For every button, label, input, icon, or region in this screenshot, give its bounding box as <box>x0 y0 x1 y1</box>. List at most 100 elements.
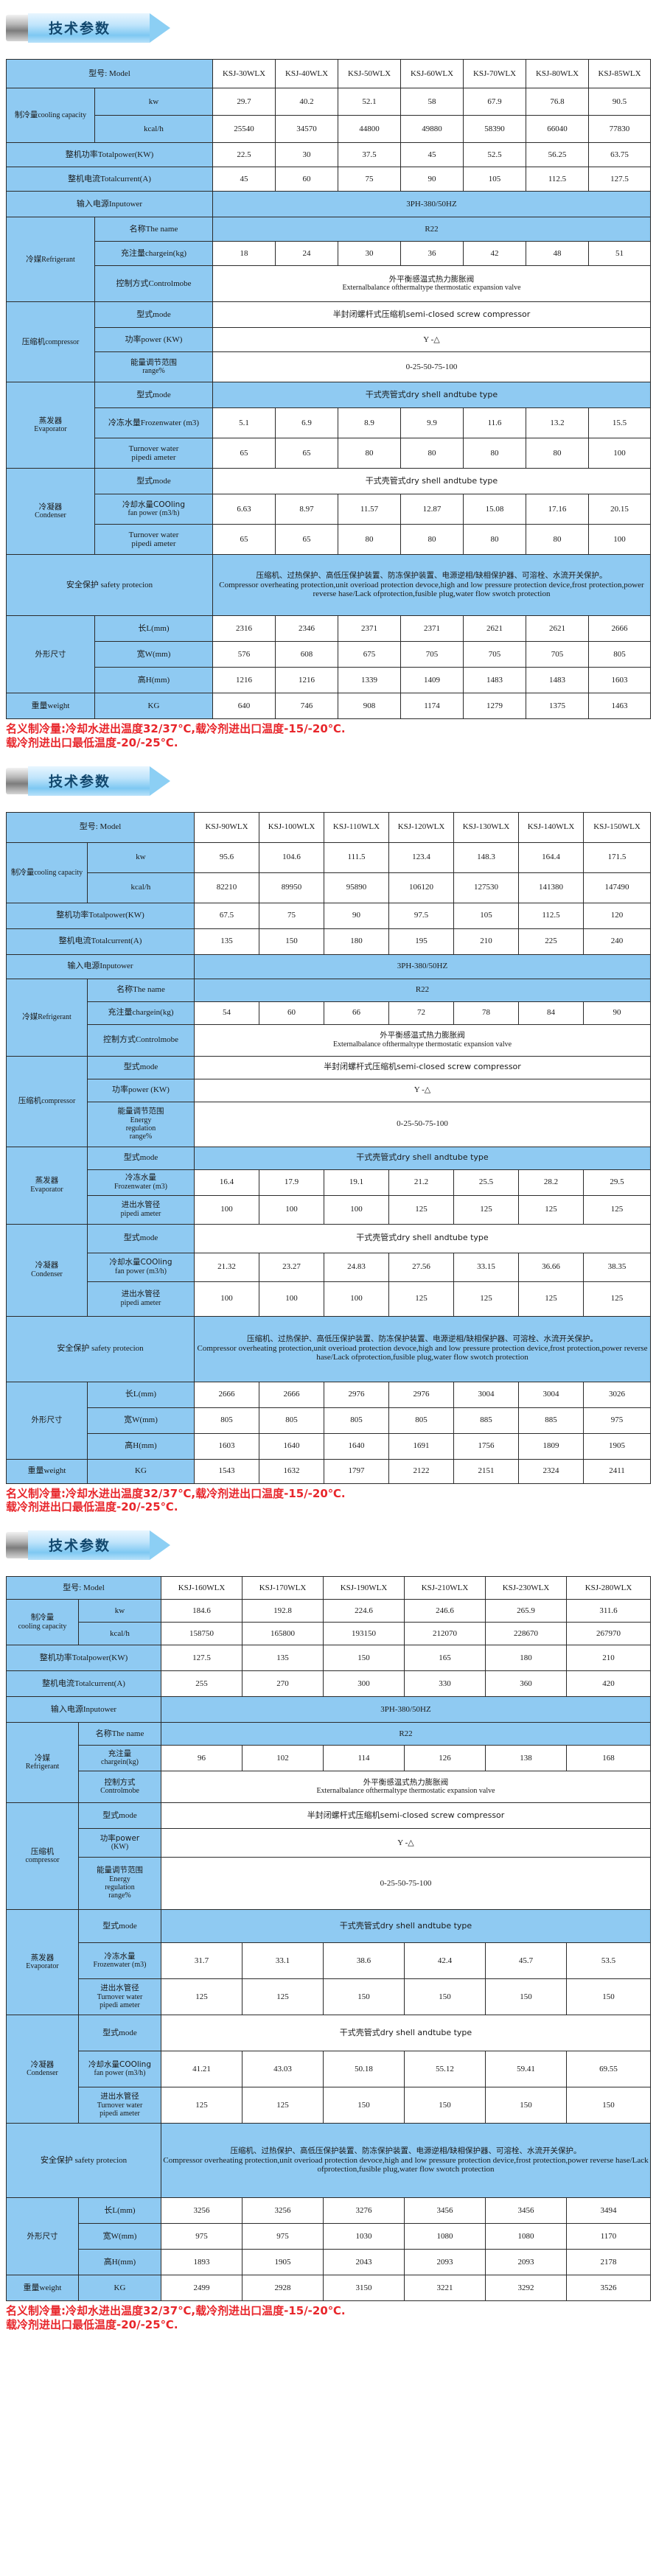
energy-range-cn: 能量调节范围 <box>117 1106 164 1116</box>
value-cell: 123.4 <box>388 841 454 873</box>
row-label-type-mode: 型式mode <box>94 301 213 328</box>
frozen-water-cn: 冷冻水量 <box>104 1951 136 1961</box>
value-cell: 975 <box>583 1407 651 1434</box>
table-row-model: 型号: Model KSJ-30WLX KSJ-40WLX KSJ-50WLX … <box>6 59 651 88</box>
row-label-compressor: 压缩机 compressor <box>6 1802 79 1910</box>
value-cell: 80 <box>338 438 401 469</box>
value-cell: 240 <box>583 928 651 955</box>
value-cell: 164.4 <box>518 841 584 873</box>
pipe-diameter-en1: Turnover water <box>97 2101 143 2110</box>
condenser-en: Condenser <box>27 2069 58 2078</box>
value-cell: 8.97 <box>275 494 338 525</box>
value-cell: 255 <box>161 1670 242 1697</box>
cooling-capacity-cn: 制冷量 <box>10 867 35 877</box>
table-row-frozen-water: 冷冻水量 Frozenwater (m3) 31.7 33.1 38.6 42.… <box>7 1942 651 1979</box>
value-cell: 53.5 <box>566 1942 651 1979</box>
value-cell: 11.57 <box>338 494 401 525</box>
model-cell: KSJ-170WLX <box>242 1576 324 1600</box>
frozen-water-cn: 冷冻水量 <box>125 1173 156 1183</box>
compressor-power-value: Y -△ <box>194 1078 651 1102</box>
value-cell: 52.1 <box>338 88 401 116</box>
value-cell: 45 <box>212 167 276 192</box>
condenser-en: Condenser <box>31 1270 63 1278</box>
value-cell: 25540 <box>212 115 276 143</box>
value-cell: 2371 <box>338 615 401 642</box>
value-cell: 38.35 <box>583 1252 651 1282</box>
table-row-compressor-type: 压缩机compressor 型式mode 半封闭螺杆式压缩机semi-close… <box>6 1055 651 1147</box>
value-cell: 885 <box>518 1407 584 1434</box>
value-cell: 100 <box>588 524 651 555</box>
value-cell: 100 <box>194 1281 259 1317</box>
table-row-frozen-water: 冷冻水量Frozenwater (m3) 5.1 6.9 8.9 9.9 11.… <box>7 407 651 438</box>
value-cell: 20.15 <box>588 494 651 525</box>
energy-range-en1: Energy <box>109 1875 130 1884</box>
value-cell: 114 <box>323 1745 405 1771</box>
row-label-power: 功率power (KW) <box>78 1828 161 1858</box>
row-label-evaporator: 蒸发器 Evaporator <box>6 1909 79 2015</box>
value-cell: 3494 <box>566 2197 651 2224</box>
table-row-condenser-type: 冷凝器 Condenser 型式mode 干式壳管式dry shell andt… <box>6 1223 651 1317</box>
value-cell: 1543 <box>194 1458 259 1484</box>
banner-graphic: 技术参数 <box>6 13 190 43</box>
value-cell: 311.6 <box>566 1599 651 1623</box>
row-label-type-mode: 型式mode <box>87 1223 195 1253</box>
value-cell: 1030 <box>323 2223 405 2250</box>
energy-range-cn: 能量调节范围 <box>130 357 177 367</box>
value-cell: 125 <box>518 1194 584 1225</box>
banner-graphic: 技术参数 <box>6 1530 190 1560</box>
table-row-total-power: 整机功率Totalpower(KW) 22.5 30 37.5 45 52.5 … <box>6 142 651 167</box>
table-row-kcal: kcal/h 158750 165800 193150 212070 22867… <box>7 1622 651 1645</box>
table-row-safety: 安全保护 safety protecion 压缩机、过热保护、高低压保护装置、防… <box>6 2123 651 2198</box>
row-label-charge: 充注量 chargein(kg) <box>78 1745 161 1771</box>
value-cell: 675 <box>338 641 401 668</box>
value-cell: 25.5 <box>453 1169 519 1196</box>
footnote-line-2: 载冷剂进出口最低温度-20/-25℃. <box>6 735 178 749</box>
table-row-weight: 重量weight KG 2499 2928 3150 3221 3292 352… <box>6 2275 651 2301</box>
value-cell: 184.6 <box>161 1599 242 1623</box>
row-label-width: 宽W(mm) <box>78 2223 161 2250</box>
value-cell: 2928 <box>242 2275 324 2301</box>
row-label-kcal: kcal/h <box>78 1622 161 1645</box>
refrigerant-en: Refrigerant <box>41 255 75 264</box>
safety-value-en: Compressor overheating protection,unit o… <box>163 2155 649 2174</box>
section-banner-3: 技术参数 <box>0 1525 656 1570</box>
condenser-en: Condenser <box>35 511 66 520</box>
table-row-model: 型号: Model KSJ-160WLX KSJ-170WLX KSJ-190W… <box>6 1576 651 1600</box>
pipe-diameter-cn: 进出水管径 <box>100 1983 139 1992</box>
value-cell: 300 <box>323 1670 405 1697</box>
value-cell: 90.5 <box>588 88 651 116</box>
value-cell: 8.9 <box>338 407 401 438</box>
cooling-capacity-cn: 制冷量 <box>14 111 38 120</box>
value-cell: 125 <box>161 2087 242 2124</box>
row-label-safety: 安全保护 safety protecion <box>6 2123 161 2198</box>
row-label-cooling-capacity: 制冷量 cooling capacity <box>6 1599 79 1645</box>
value-cell: 65 <box>212 438 276 469</box>
row-label-type-mode: 型式mode <box>94 468 213 494</box>
value-cell: 45.7 <box>485 1942 567 1979</box>
model-cell: KSJ-50WLX <box>338 59 401 88</box>
row-label-refrigerant: 冷媒Refrigerant <box>6 978 88 1057</box>
table-row-safety: 安全保护 safety protecion 压缩机、过热保护、高低压保护装置、防… <box>6 1315 651 1382</box>
value-cell: 36 <box>400 241 464 266</box>
table-row-condenser-type: 冷凝器 Condenser 型式mode 干式壳管式dry shell andt… <box>6 2015 651 2124</box>
value-cell: 97.5 <box>388 902 454 929</box>
refrigerant-en: Refrigerant <box>25 1763 60 1771</box>
value-cell: 2621 <box>526 615 589 642</box>
value-cell: 805 <box>388 1407 454 1434</box>
control-mode-cn: 控制方式 <box>104 1777 136 1787</box>
value-cell: 125 <box>583 1281 651 1317</box>
dimensions-label: 外形尺寸 <box>27 2231 58 2241</box>
value-cell: 77830 <box>588 115 651 143</box>
value-cell: 127.5 <box>588 167 651 192</box>
evaporator-type-value: 干式壳管式dry shell andtube type <box>161 1909 651 1943</box>
value-cell: 246.6 <box>404 1599 486 1623</box>
value-cell: 1174 <box>400 693 464 719</box>
row-label-kcal: kcal/h <box>87 872 195 903</box>
value-cell: 50.18 <box>323 2051 405 2087</box>
value-cell: 180 <box>324 928 389 955</box>
value-cell: 66040 <box>526 115 589 143</box>
table-row-compressor-power: 功率power (KW) Y -△ <box>7 1828 651 1858</box>
compressor-cn: 压缩机 <box>30 1847 55 1856</box>
cooling-water-cn: 冷却水量COOling <box>122 500 185 509</box>
spec-sheet-page: 技术参数 型号: Model KSJ-30WLX KSJ-40WLX KSJ-5… <box>0 7 656 2332</box>
